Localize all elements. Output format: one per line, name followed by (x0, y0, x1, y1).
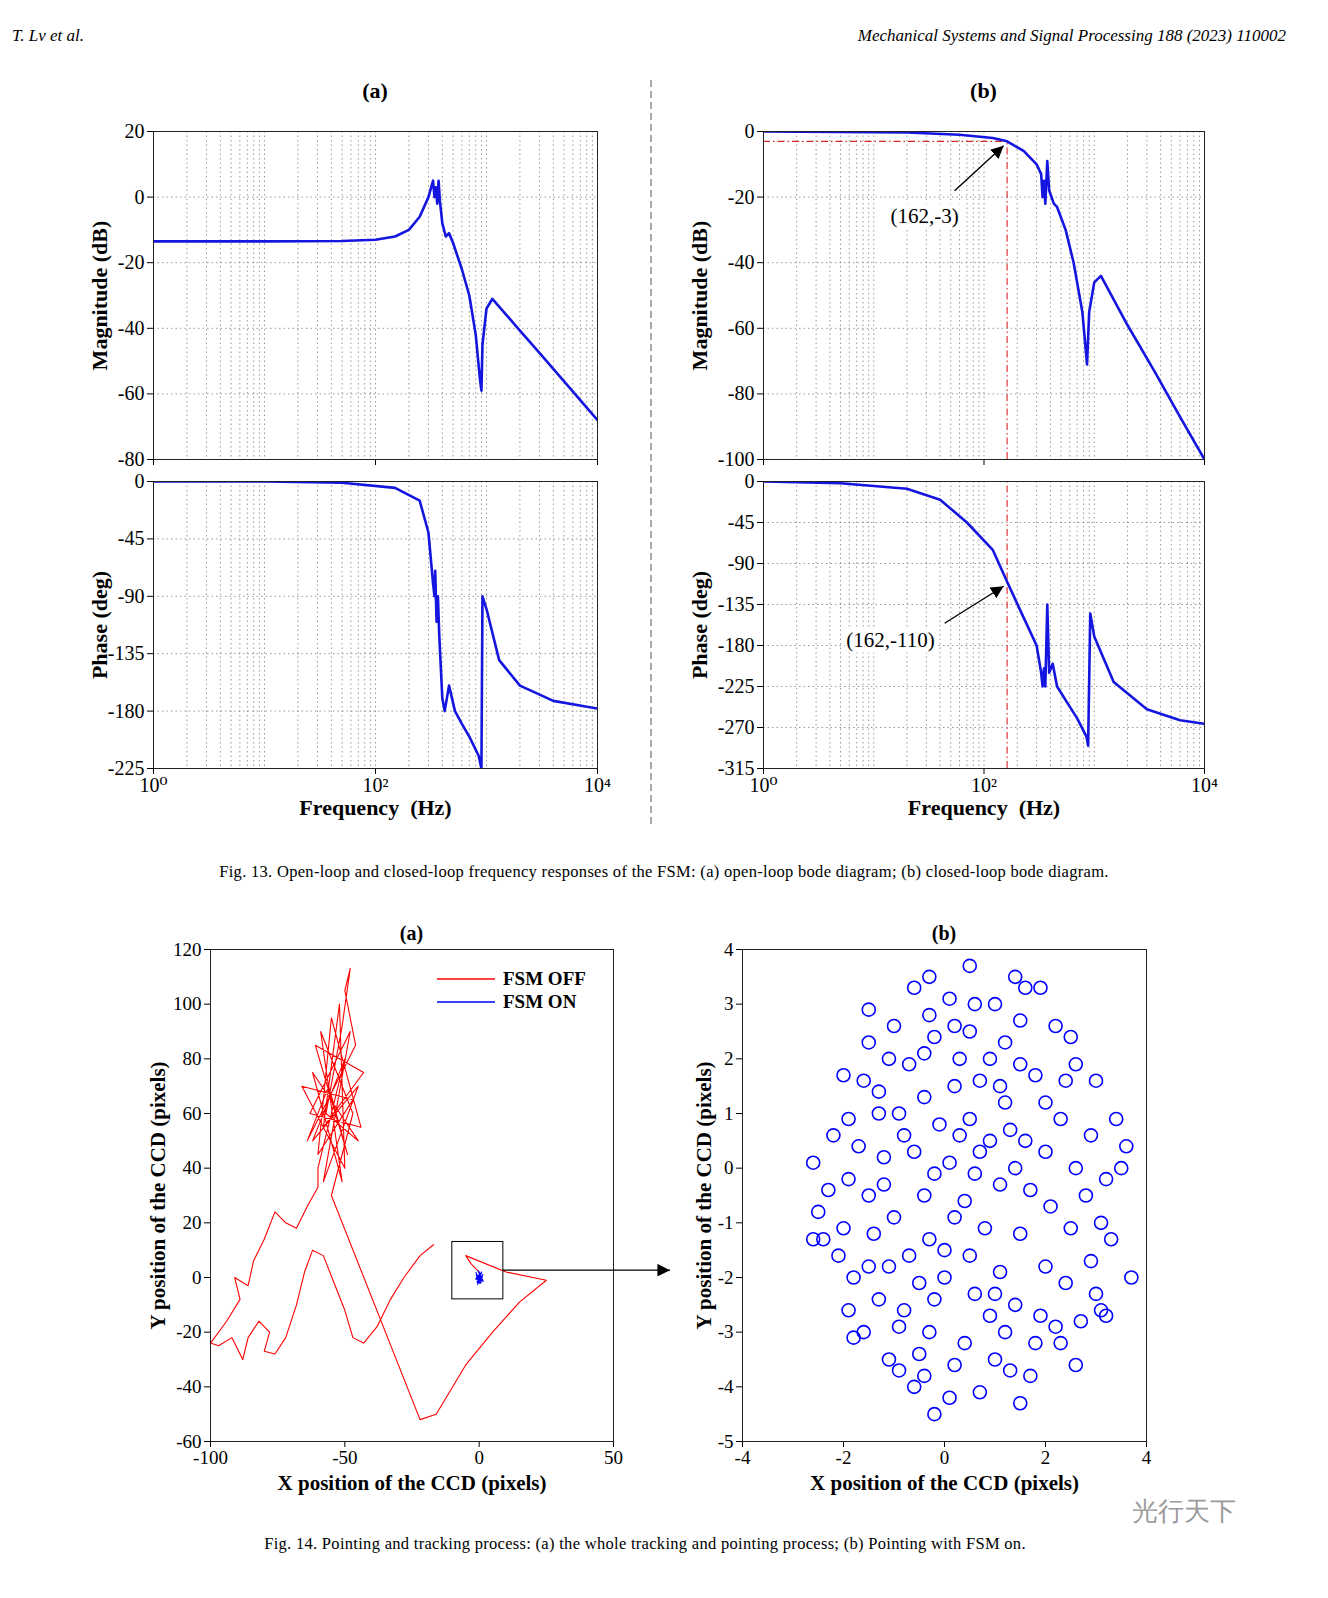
svg-text:-40: -40 (118, 317, 145, 339)
svg-text:-20: -20 (728, 186, 755, 208)
svg-text:-60: -60 (176, 1430, 202, 1452)
html-text:(b): (b) (931, 922, 957, 944)
svg-text:-5: -5 (718, 1431, 734, 1452)
svg-text:2: 2 (724, 1048, 734, 1069)
svg-text:Frequency (Hz): Frequency (Hz) (908, 795, 1060, 820)
html-text:FSM ON: FSM ON (503, 991, 577, 1012)
svg-text:0: 0 (192, 1267, 202, 1288)
html-text:T. Lv et al.: T. Lv et al. (12, 26, 84, 45)
html-text:Fig. 14. Pointing and tracking: Fig. 14. Pointing and tracking process: … (264, 1534, 1026, 1553)
svg-text:10²: 10² (971, 774, 997, 796)
svg-text:0: 0 (474, 1447, 484, 1468)
svg-text:-180: -180 (718, 634, 755, 656)
svg-text:-20: -20 (176, 1321, 201, 1342)
svg-text:-2: -2 (836, 1447, 852, 1468)
svg-text:40: 40 (183, 1157, 202, 1178)
svg-text:0: 0 (724, 1157, 734, 1178)
html-text:(a): (a) (399, 922, 424, 944)
svg-text:-2: -2 (718, 1267, 734, 1288)
svg-text:80: 80 (183, 1048, 202, 1069)
svg-text:20: 20 (183, 1212, 202, 1233)
svg-text:-20: -20 (118, 251, 145, 273)
html-text:(162,-110): (162,-110) (846, 627, 935, 652)
svg-text:-225: -225 (718, 675, 755, 697)
svg-text:Magnitude (dB): Magnitude (dB) (87, 221, 112, 371)
svg-text:-50: -50 (332, 1447, 357, 1468)
svg-text:120: 120 (173, 939, 202, 960)
svg-text:-60: -60 (728, 317, 755, 339)
svg-text:Y position of the CCD (pixels): Y position of the CCD (pixels) (692, 1061, 716, 1329)
svg-text:2: 2 (1041, 1447, 1051, 1468)
svg-text:0: 0 (135, 470, 145, 492)
svg-text:10⁴: 10⁴ (1191, 774, 1218, 796)
svg-text:0: 0 (745, 470, 755, 492)
html-text:(a): (a) (362, 78, 388, 103)
svg-text:Y position of the CCD (pixels): Y position of the CCD (pixels) (146, 1061, 170, 1329)
svg-text:-90: -90 (118, 585, 145, 607)
html-text:光行天下: 光行天下 (1132, 1496, 1236, 1526)
svg-text:10⁰: 10⁰ (139, 774, 167, 796)
svg-text:20: 20 (125, 120, 145, 142)
svg-text:0: 0 (135, 186, 145, 208)
svg-text:4: 4 (724, 939, 734, 960)
svg-text:3: 3 (724, 993, 734, 1014)
svg-text:-80: -80 (728, 382, 755, 404)
svg-text:X position of the CCD (pixels): X position of the CCD (pixels) (278, 1471, 547, 1495)
svg-text:-225: -225 (107, 756, 145, 779)
svg-text:-315: -315 (717, 756, 755, 779)
svg-text:-4: -4 (718, 1376, 734, 1397)
svg-text:Phase (deg): Phase (deg) (87, 571, 112, 679)
svg-text:10⁰: 10⁰ (749, 774, 777, 796)
svg-text:-135: -135 (718, 593, 755, 615)
svg-text:100: 100 (173, 993, 202, 1014)
svg-text:Phase (deg): Phase (deg) (687, 571, 712, 679)
svg-text:-40: -40 (176, 1376, 201, 1397)
svg-text:-100: -100 (193, 1447, 228, 1468)
svg-text:4: 4 (1142, 1447, 1152, 1468)
svg-text:1: 1 (724, 1103, 734, 1124)
html-text:Mechanical Systems and Signal: Mechanical Systems and Signal Processing… (857, 26, 1286, 45)
svg-text:10²: 10² (363, 774, 389, 796)
svg-text:-4: -4 (735, 1447, 751, 1468)
svg-text:0: 0 (745, 120, 755, 142)
svg-text:-60: -60 (118, 382, 145, 404)
svg-text:-90: -90 (728, 552, 755, 574)
svg-text:-270: -270 (718, 716, 755, 738)
svg-text:-45: -45 (118, 527, 145, 549)
html-text:Fig. 13. Open-loop and closed-: Fig. 13. Open-loop and closed-loop frequ… (219, 862, 1109, 881)
html-text:(162,-3): (162,-3) (890, 203, 959, 228)
svg-text:-180: -180 (108, 700, 145, 722)
html-text:FSM OFF: FSM OFF (503, 968, 586, 989)
svg-text:X position of the CCD (pixels): X position of the CCD (pixels) (810, 1471, 1079, 1495)
html-text:(b): (b) (970, 78, 997, 103)
svg-text:-40: -40 (728, 251, 755, 273)
svg-text:-135: -135 (108, 642, 145, 664)
svg-text:10⁴: 10⁴ (584, 774, 611, 796)
svg-text:Frequency (Hz): Frequency (Hz) (299, 795, 451, 820)
svg-text:Magnitude (dB): Magnitude (dB) (687, 221, 712, 371)
svg-text:-3: -3 (718, 1321, 734, 1342)
svg-text:-1: -1 (718, 1212, 734, 1233)
svg-text:-45: -45 (728, 511, 755, 533)
svg-text:0: 0 (940, 1447, 950, 1468)
svg-text:60: 60 (183, 1103, 202, 1124)
svg-text:50: 50 (604, 1447, 623, 1468)
svg-text:-80: -80 (118, 448, 145, 470)
svg-text:-100: -100 (718, 448, 755, 470)
